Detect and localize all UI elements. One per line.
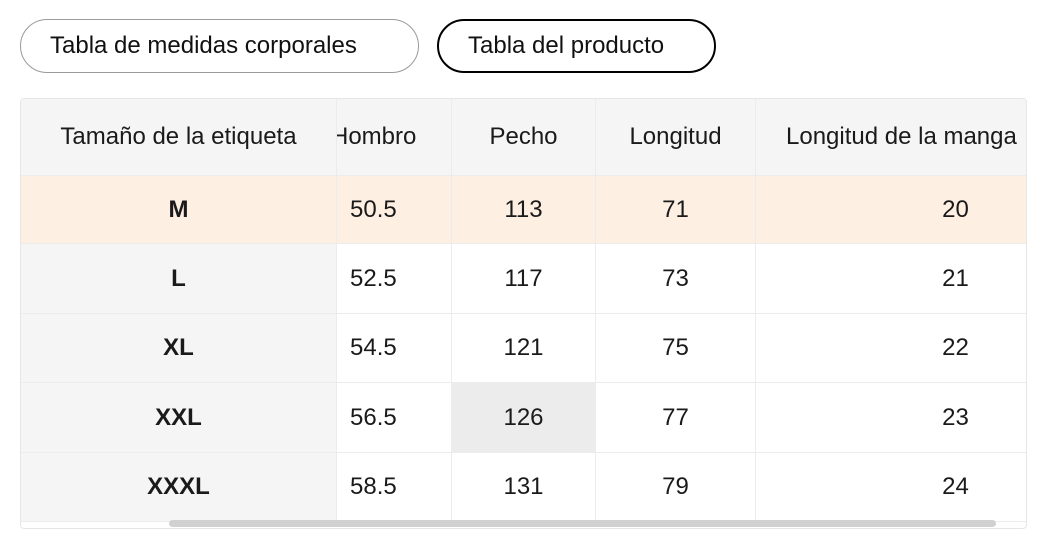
chart-tabs: Tabla de medidas corporales Tabla del pr… xyxy=(20,19,716,73)
cell-size: XL xyxy=(21,314,337,383)
cell-size: L xyxy=(21,244,337,314)
cell-length: 73 xyxy=(596,244,756,314)
tab-product-measurements[interactable]: Tabla del producto xyxy=(437,19,716,73)
cell-sleeve: 23 xyxy=(756,383,1026,453)
cell-chest: 117 xyxy=(452,244,596,314)
cell-sleeve: 24 xyxy=(756,453,1026,522)
cell-chest: 121 xyxy=(452,314,596,383)
cell-length: 71 xyxy=(596,176,756,244)
scrollbar-thumb[interactable] xyxy=(169,520,996,527)
cell-shoulder: 52.5 xyxy=(337,244,452,314)
cell-size: XXXL xyxy=(21,453,337,522)
cell-chest: 126 xyxy=(452,383,596,453)
cell-sleeve: 21 xyxy=(756,244,1026,314)
header-sleeve: Longitud de la manga xyxy=(756,99,1026,176)
header-size: Tamaño de la etiqueta xyxy=(21,99,337,176)
cell-length: 77 xyxy=(596,383,756,453)
cell-shoulder: 56.5 xyxy=(337,383,452,453)
header-chest: Pecho xyxy=(452,99,596,176)
cell-chest: 131 xyxy=(452,453,596,522)
header-shoulder: Hombro xyxy=(337,99,452,176)
cell-size: M xyxy=(21,176,337,244)
cell-sleeve: 20 xyxy=(756,176,1026,244)
cell-length: 75 xyxy=(596,314,756,383)
header-shoulder-label: Hombro xyxy=(337,123,417,150)
cell-shoulder: 58.5 xyxy=(337,453,452,522)
cell-chest: 113 xyxy=(452,176,596,244)
cell-length: 79 xyxy=(596,453,756,522)
tab-body-measurements[interactable]: Tabla de medidas corporales xyxy=(20,19,419,73)
size-table-grid: Tamaño de la etiqueta Hombro Pecho Longi… xyxy=(21,99,1026,522)
cell-size: XXL xyxy=(21,383,337,453)
cell-shoulder: 50.5 xyxy=(337,176,452,244)
cell-sleeve: 22 xyxy=(756,314,1026,383)
horizontal-scrollbar[interactable] xyxy=(21,518,1026,528)
cell-shoulder: 54.5 xyxy=(337,314,452,383)
size-table[interactable]: Tamaño de la etiqueta Hombro Pecho Longi… xyxy=(20,98,1027,529)
header-length: Longitud xyxy=(596,99,756,176)
